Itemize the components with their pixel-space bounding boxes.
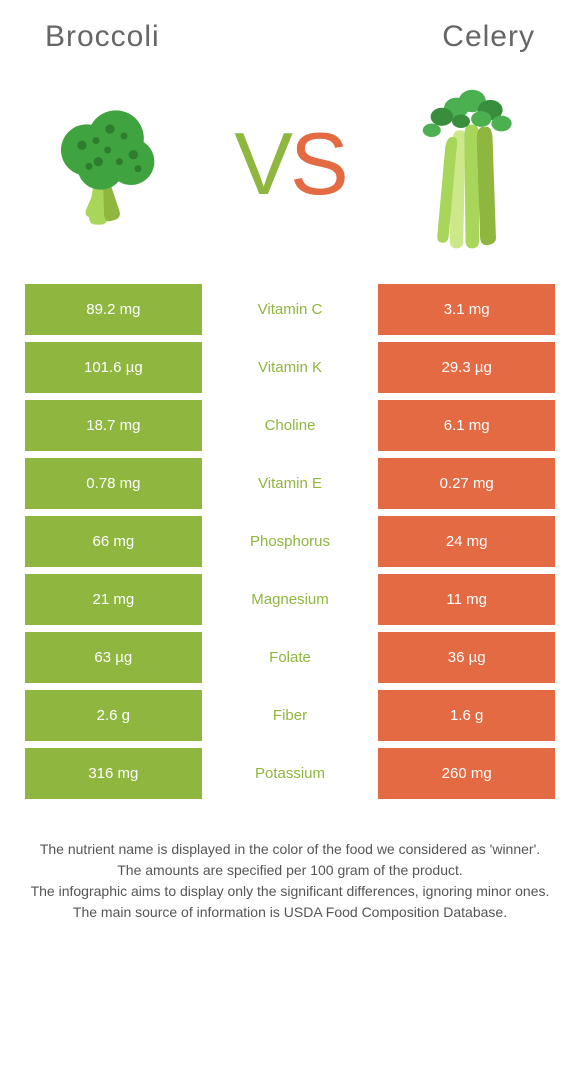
right-value: 0.27 mg [378,458,555,509]
vs-v-letter: V [234,114,290,213]
left-value: 2.6 g [25,690,202,741]
right-value: 24 mg [378,516,555,567]
hero-row: VS [25,69,555,259]
nutrient-label: Choline [202,400,379,451]
nutrient-label: Phosphorus [202,516,379,567]
right-value: 29.3 µg [378,342,555,393]
table-row: 316 mgPotassium260 mg [25,748,555,799]
vs-label: VS [234,113,345,215]
footer-line: The infographic aims to display only the… [30,881,550,902]
footer-line: The main source of information is USDA F… [30,902,550,923]
nutrient-label: Vitamin K [202,342,379,393]
left-value: 0.78 mg [25,458,202,509]
table-row: 0.78 mgVitamin E0.27 mg [25,458,555,509]
footer-text: The nutrient name is displayed in the co… [25,839,555,923]
right-value: 260 mg [378,748,555,799]
right-value: 36 µg [378,632,555,683]
footer-line: The amounts are specified per 100 gram o… [30,860,550,881]
right-value: 1.6 g [378,690,555,741]
table-row: 89.2 mgVitamin C3.1 mg [25,284,555,335]
left-value: 101.6 µg [25,342,202,393]
left-value: 316 mg [25,748,202,799]
nutrient-label: Folate [202,632,379,683]
left-value: 18.7 mg [25,400,202,451]
nutrient-label: Vitamin C [202,284,379,335]
celery-icon [385,79,555,249]
header-row: Broccoli Celery [25,20,555,54]
nutrient-label: Vitamin E [202,458,379,509]
right-value: 3.1 mg [378,284,555,335]
table-row: 101.6 µgVitamin K29.3 µg [25,342,555,393]
left-title: Broccoli [45,20,160,54]
left-value: 66 mg [25,516,202,567]
vs-s-letter: S [290,114,346,213]
right-value: 11 mg [378,574,555,625]
nutrient-label: Magnesium [202,574,379,625]
left-value: 63 µg [25,632,202,683]
right-title: Celery [442,20,535,54]
table-row: 66 mgPhosphorus24 mg [25,516,555,567]
broccoli-icon [25,79,195,249]
left-value: 21 mg [25,574,202,625]
nutrient-label: Fiber [202,690,379,741]
nutrient-table: 89.2 mgVitamin C3.1 mg101.6 µgVitamin K2… [25,284,555,799]
table-row: 63 µgFolate36 µg [25,632,555,683]
left-value: 89.2 mg [25,284,202,335]
right-value: 6.1 mg [378,400,555,451]
table-row: 21 mgMagnesium11 mg [25,574,555,625]
table-row: 18.7 mgCholine6.1 mg [25,400,555,451]
table-row: 2.6 gFiber1.6 g [25,690,555,741]
footer-line: The nutrient name is displayed in the co… [30,839,550,860]
nutrient-label: Potassium [202,748,379,799]
